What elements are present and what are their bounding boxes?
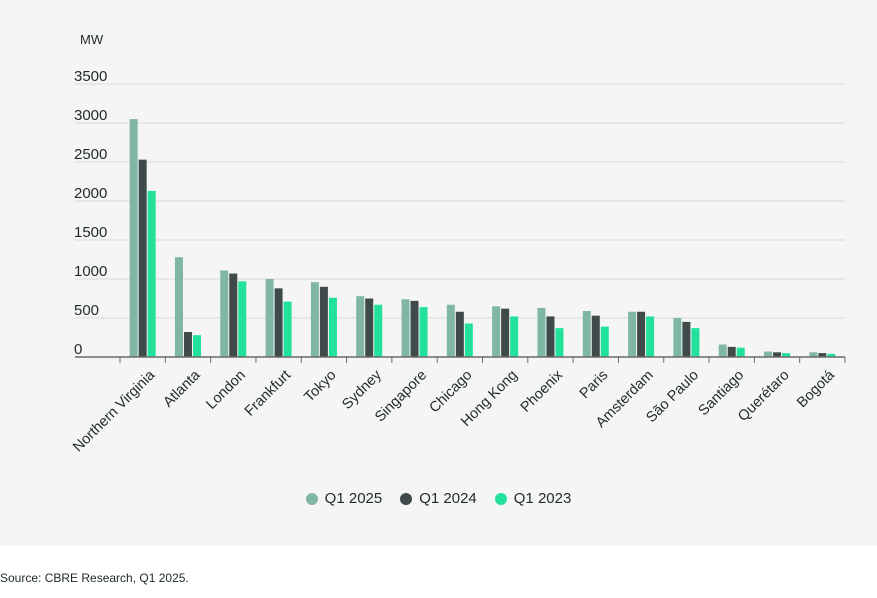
bar (238, 281, 247, 357)
bar (129, 119, 138, 357)
x-axis (75, 356, 846, 363)
y-tick-label: 500 (74, 302, 99, 319)
bar (183, 332, 192, 357)
legend: Q1 2025 Q1 2024 Q1 2023 (0, 490, 877, 507)
bar (827, 353, 836, 357)
gridlines (75, 83, 845, 319)
y-tick-label: 1000 (74, 263, 107, 280)
y-tick-label: 2500 (74, 146, 107, 163)
bar (220, 270, 229, 357)
legend-swatch (400, 492, 413, 505)
bar (192, 335, 201, 357)
x-tick-label: London (203, 367, 249, 413)
bar (328, 297, 337, 357)
source-note: Source: CBRE Research, Q1 2025. (0, 571, 189, 585)
legend-item: Q1 2025 (305, 490, 383, 507)
legend-swatch (305, 492, 318, 505)
bar (727, 346, 736, 357)
bar (637, 311, 646, 357)
bar (374, 304, 383, 357)
bar-chart: MW 0 500 1000 1500 2000 2500 3000 3500 Northern… (70, 32, 846, 456)
bar-series (129, 119, 836, 357)
x-tick-label: Atlanta (160, 367, 204, 411)
bar (510, 316, 519, 357)
chart-panel: MW 0 500 1000 1500 2000 2500 3000 3500 Northern… (0, 32, 877, 507)
legend-label: Q1 2025 (324, 490, 383, 507)
y-tick-label: 3500 (74, 68, 107, 85)
bar (555, 328, 564, 357)
bar (310, 282, 319, 357)
y-tick-label: 3000 (74, 107, 107, 124)
bar (773, 352, 782, 357)
bar (764, 351, 773, 357)
bar (546, 316, 555, 357)
x-tick-label: Paris (577, 367, 612, 402)
x-tick-label: Sydney (339, 367, 385, 413)
bar (147, 190, 156, 357)
bar (809, 352, 818, 357)
bar (274, 288, 283, 357)
bar (628, 311, 637, 357)
bar (446, 304, 455, 357)
bar (736, 347, 745, 357)
bar (591, 315, 600, 357)
x-tick-label: Bogotá (794, 367, 838, 411)
bar (419, 307, 428, 357)
y-tick-label: 0 (74, 341, 82, 358)
bar (410, 300, 419, 357)
bar (356, 296, 365, 357)
bar (682, 321, 691, 357)
bar (229, 273, 238, 357)
x-tick-label: Phoenix (518, 367, 567, 416)
bar (265, 279, 274, 357)
bar (174, 257, 183, 357)
bar (673, 318, 682, 357)
y-tick-label: 1500 (74, 224, 107, 241)
legend-label: Q1 2024 (419, 490, 477, 507)
bar (455, 311, 464, 357)
bar (138, 159, 147, 357)
legend-item: Q1 2024 (400, 490, 477, 507)
bar (365, 298, 374, 357)
bar (818, 353, 827, 357)
bar (537, 307, 546, 357)
x-tick-label: Tokyo (301, 367, 339, 405)
bar (283, 301, 292, 357)
bar (464, 323, 473, 357)
y-tick-label: 2000 (74, 185, 107, 202)
bar (501, 308, 510, 357)
bar (646, 316, 655, 357)
x-tick-label: Frankfurt (242, 367, 294, 419)
bar (319, 286, 328, 357)
y-axis-unit-label: MW (80, 32, 104, 47)
legend-item: Q1 2023 (494, 490, 572, 507)
bar (600, 326, 609, 357)
legend-swatch (494, 492, 507, 505)
bar (582, 310, 591, 357)
bar (401, 299, 410, 357)
bar (782, 353, 791, 357)
y-tick-labels: 0 500 1000 1500 2000 2500 3000 3500 (74, 68, 107, 358)
bar (718, 344, 727, 357)
bar (492, 306, 501, 357)
bar (691, 328, 700, 357)
legend-label: Q1 2023 (513, 490, 572, 507)
x-tick-label: Northern Virginia (70, 367, 159, 456)
